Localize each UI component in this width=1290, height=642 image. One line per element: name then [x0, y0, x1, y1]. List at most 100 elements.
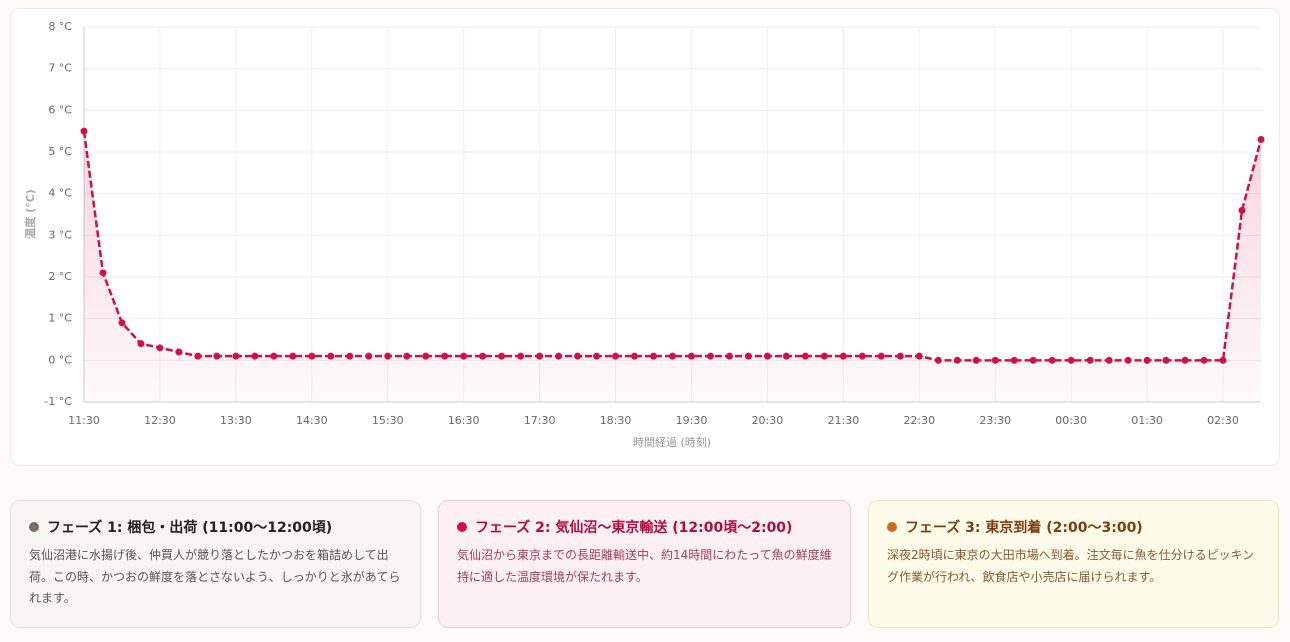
x-tick-label: 18:30 [600, 414, 632, 427]
point [346, 352, 354, 360]
point [1181, 356, 1189, 364]
x-tick-label: 11:30 [68, 414, 100, 427]
point [896, 352, 904, 360]
x-tick-label: 23:30 [979, 414, 1011, 427]
point [687, 352, 695, 360]
y-tick-label: 7 °C [48, 62, 72, 75]
x-axis-title: 時間経過 (時刻) [633, 435, 711, 449]
point [517, 352, 525, 360]
point [1200, 356, 1208, 364]
point [593, 352, 601, 360]
point [460, 352, 468, 360]
y-axis-title: 温度 (°C) [23, 189, 37, 238]
point [574, 352, 582, 360]
x-tick-label: 21:30 [828, 414, 860, 427]
point [498, 352, 506, 360]
point [725, 352, 733, 360]
point [479, 352, 487, 360]
phase-dot [457, 522, 467, 532]
point [422, 352, 430, 360]
area [84, 131, 1261, 402]
x-tick-label: 02:30 [1207, 414, 1239, 427]
point [365, 352, 373, 360]
point [80, 127, 88, 135]
point [156, 344, 164, 352]
y-tick-label: 1 °C [48, 312, 72, 325]
point [612, 352, 620, 360]
point [820, 352, 828, 360]
point [1143, 356, 1151, 364]
phase-card: フェーズ 3: 東京到着 (2:00〜3:00) 深夜2時頃に東京の大田市場へ到… [868, 500, 1279, 628]
point [1162, 356, 1170, 364]
x-tick-label: 20:30 [752, 414, 784, 427]
point [934, 356, 942, 364]
point [631, 352, 639, 360]
point [1219, 356, 1227, 364]
x-tick-label: 00:30 [1055, 414, 1087, 427]
point [1105, 356, 1113, 364]
phase-title: フェーズ 3: 東京到着 (2:00〜3:00) [905, 520, 1143, 536]
x-tick-label: 16:30 [448, 414, 480, 427]
x-tick-label: 13:30 [220, 414, 252, 427]
point [289, 352, 297, 360]
y-tick-label: 5 °C [48, 145, 72, 158]
phase-card: フェーズ 2: 気仙沼〜東京輸送 (12:00頃〜2:00) 気仙沼から東京まで… [438, 500, 851, 628]
point [1067, 356, 1075, 364]
point [744, 352, 752, 360]
phase-text: 深夜2時頃に東京の大田市場へ到着。注文毎に魚を仕分けるピッキング作業が行われ、飲… [887, 548, 1255, 584]
point [232, 352, 240, 360]
point [953, 356, 961, 364]
y-tick-label: 3 °C [48, 228, 72, 241]
point [1257, 136, 1265, 143]
x-tick-label: 01:30 [1131, 414, 1163, 427]
x-tick-label: 22:30 [903, 414, 935, 427]
x-tick-label: 14:30 [296, 414, 328, 427]
point [137, 340, 145, 348]
chart: 温度 (°C) 時間経過 (時刻) -1 °C 0 °C 1 °C 2 °C 3 °C 4… [23, 20, 1265, 449]
y-tick-label: 0 °C [48, 353, 72, 366]
point [251, 352, 259, 360]
point [213, 352, 221, 360]
point [706, 352, 714, 360]
point [1124, 356, 1132, 364]
point [118, 319, 126, 327]
x-tick-label: 17:30 [524, 414, 556, 427]
point [99, 269, 107, 277]
x-tick-label: 19:30 [676, 414, 708, 427]
phase-title: フェーズ 2: 気仙沼〜東京輸送 (12:00頃〜2:00) [475, 520, 793, 536]
point [650, 352, 658, 360]
phase-card: フェーズ 1: 梱包・出荷 (11:00〜12:00頃) 気仙沼港に水揚げ後、仲… [10, 500, 421, 628]
point [384, 352, 392, 360]
phase-title: フェーズ 1: 梱包・出荷 (11:00〜12:00頃) [47, 520, 333, 536]
point [1010, 356, 1018, 364]
point [403, 352, 411, 360]
point [194, 352, 202, 360]
point [763, 352, 771, 360]
point [1086, 356, 1094, 364]
point [555, 352, 563, 360]
x-tick-label: 12:30 [144, 414, 176, 427]
y-tick-label: -1 °C [44, 395, 72, 408]
x-tick-label: 15:30 [372, 414, 404, 427]
point [801, 352, 809, 360]
point [327, 352, 335, 360]
y-tick-label: 8 °C [48, 20, 72, 33]
point [308, 352, 316, 360]
y-tick-label: 2 °C [48, 270, 72, 283]
y-tick-label: 4 °C [48, 187, 72, 200]
y-tick-label: 6 °C [48, 103, 72, 116]
point [270, 352, 278, 360]
point [1238, 206, 1246, 214]
point [839, 352, 847, 360]
point [991, 356, 999, 364]
phase-text: 気仙沼港に水揚げ後、仲買人が競り落としたかつおを箱詰めして出荷。この時、かつおの… [29, 548, 401, 606]
point [858, 352, 866, 360]
phase-text: 気仙沼から東京までの長距離輸送中、約14時間にわたって魚の鮮度維持に適した温度環… [457, 548, 832, 584]
phase-dot [887, 522, 897, 532]
point [536, 352, 544, 360]
point [877, 352, 885, 360]
point [441, 352, 449, 360]
point [1048, 356, 1056, 364]
point [972, 356, 980, 364]
